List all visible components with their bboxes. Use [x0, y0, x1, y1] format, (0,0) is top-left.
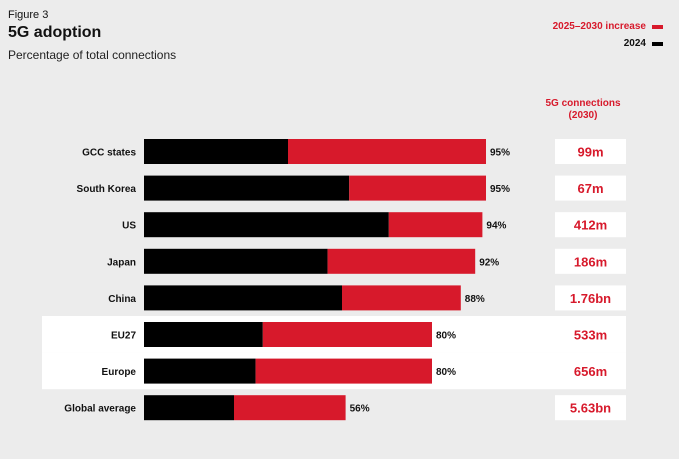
bar-increase [388, 212, 483, 238]
bar-increase [262, 322, 432, 347]
bar-increase [349, 175, 486, 201]
connections-value: 186m [574, 254, 607, 269]
category-label: US [122, 221, 136, 232]
figure-label: Figure 3 [8, 9, 49, 21]
connections-box [555, 175, 626, 201]
bar-increase [288, 139, 486, 164]
legend-label-2024: 2024 [623, 38, 646, 49]
total-label: 92% [479, 257, 499, 268]
legend-item-2024: 2024 [553, 35, 663, 52]
legend-swatch-2024 [652, 41, 663, 46]
connections-box [555, 395, 626, 421]
legend-swatch-increase [652, 24, 663, 29]
chart-subtitle: Percentage of total connections [8, 48, 177, 62]
bar-2024 [144, 212, 389, 238]
connections-value: 656m [574, 364, 607, 379]
total-label: 80% [436, 331, 456, 342]
category-label: GCC states [82, 148, 136, 159]
legend-label-increase: 2025–2030 increase [552, 21, 646, 32]
connections-box [555, 285, 626, 311]
bar-2024 [144, 248, 328, 274]
connections-header-line2: (2030) [568, 110, 598, 121]
connections-value: 99m [577, 145, 603, 160]
bar-2024 [144, 358, 256, 384]
connections-value: 5.63bn [570, 401, 611, 416]
connections-box [555, 248, 626, 274]
category-label: Japan [107, 257, 136, 268]
connections-box [555, 139, 626, 164]
category-label: EU27 [111, 331, 136, 342]
total-label: 56% [350, 404, 370, 415]
bar-2024 [144, 175, 350, 201]
total-label: 94% [486, 221, 506, 232]
legend-item-increase: 2025–2030 increase [553, 18, 663, 35]
connections-value: 412m [574, 218, 607, 233]
bar-increase [255, 358, 432, 384]
bar-increase [327, 248, 476, 274]
connections-box [555, 358, 626, 384]
bar-2024 [144, 139, 288, 164]
category-label: China [108, 294, 136, 305]
connections-header: 5G connections (2030) [536, 98, 630, 122]
total-label: 80% [436, 367, 456, 378]
bar-2024 [144, 322, 263, 347]
connections-header-line1: 5G connections [545, 98, 621, 109]
category-label: Global average [64, 404, 136, 415]
total-label: 95% [490, 148, 510, 159]
bar-2024 [144, 395, 234, 421]
connections-value: 67m [577, 181, 603, 196]
category-label: Europe [102, 367, 137, 378]
total-label: 88% [465, 294, 485, 305]
total-label: 95% [490, 184, 510, 195]
bar-2024 [144, 285, 342, 311]
category-label: South Korea [77, 184, 137, 195]
connections-value: 1.76bn [570, 291, 611, 306]
legend: 2025–2030 increase 2024 [553, 18, 663, 52]
connections-box [555, 212, 626, 238]
connections-value: 533m [574, 328, 607, 343]
bar-increase [342, 285, 461, 311]
bar-increase [234, 395, 346, 421]
chart-title: 5G adoption [8, 24, 102, 41]
connections-box [555, 322, 626, 347]
